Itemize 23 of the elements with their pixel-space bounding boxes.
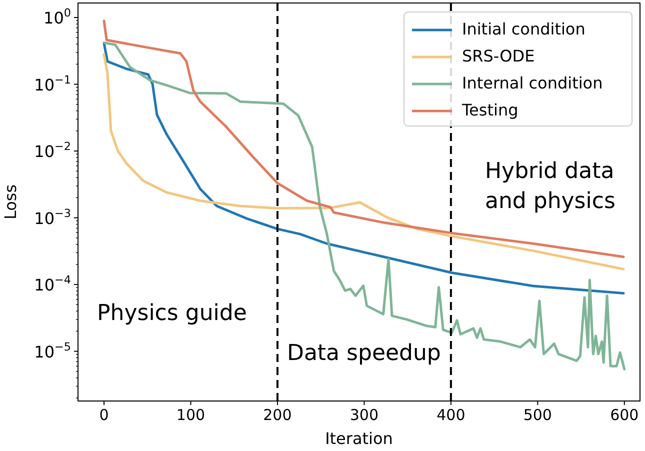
x-tick-label: 600 <box>610 406 639 424</box>
annotation: Physics guide <box>97 301 247 326</box>
y-tick-label: 10$^{−4}$ <box>34 273 71 295</box>
legend-label: SRS-ODE <box>462 46 535 66</box>
x-tick-label: 400 <box>436 406 466 424</box>
x-tick-label: 100 <box>176 406 206 424</box>
x-tick-label: 200 <box>263 406 292 424</box>
y-tick-label: 10$^{−1}$ <box>34 72 71 95</box>
line-series <box>102 20 625 258</box>
legend-label: Testing <box>461 100 518 120</box>
y-tick-label: 10$^{0}$ <box>44 6 71 28</box>
x-axis-title: Iteration <box>325 429 393 448</box>
x-tick-label: 500 <box>523 406 552 424</box>
annotation: Hybrid data and physics <box>485 159 616 214</box>
y-tick-label: 10$^{−3}$ <box>34 206 71 228</box>
x-tick-label: 300 <box>350 406 379 424</box>
y-tick-label: 10$^{−5}$ <box>34 340 71 362</box>
y-tick-label: 10$^{−2}$ <box>34 140 71 162</box>
legend-label: Internal condition <box>462 73 603 92</box>
x-tick-label: 0 <box>99 406 109 424</box>
y-axis-title: Loss <box>1 184 20 220</box>
legend-label: Initial condition <box>462 19 586 38</box>
annotation: Data speedup <box>287 341 441 366</box>
